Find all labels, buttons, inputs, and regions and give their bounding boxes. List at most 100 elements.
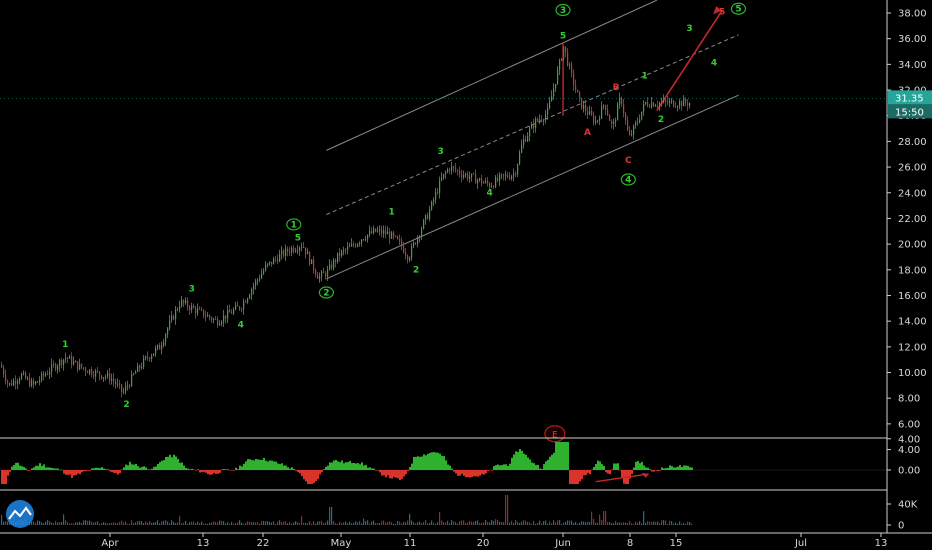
volume-bar — [259, 523, 261, 525]
volume-bar — [499, 521, 501, 525]
candle-body — [401, 240, 403, 247]
volume-bar — [411, 520, 413, 525]
osc-bar — [635, 461, 637, 470]
osc-bar — [397, 470, 399, 479]
osc-bar — [557, 441, 559, 470]
osc-bar — [363, 465, 365, 470]
osc-bar — [205, 470, 207, 473]
volume-bar — [5, 521, 7, 525]
osc-bar — [131, 464, 133, 470]
candle-body — [521, 144, 523, 153]
osc-bar — [453, 470, 455, 472]
volume-bar — [407, 520, 409, 525]
osc-bar — [385, 470, 387, 478]
candle-body — [225, 315, 227, 319]
candle-body — [373, 228, 375, 234]
candle-body — [469, 176, 471, 179]
osc-bar — [333, 460, 335, 470]
candle-body — [531, 124, 533, 129]
y-tick-label: 34.00 — [898, 60, 927, 71]
volume-bar — [341, 523, 343, 525]
osc-bar — [677, 466, 679, 470]
volume-bar — [547, 523, 549, 525]
wave-label: 3 — [189, 285, 195, 295]
osc-bar — [425, 455, 427, 470]
osc-bar — [233, 470, 235, 471]
volume-bar — [689, 521, 691, 525]
osc-bar — [23, 467, 25, 470]
volume-bar — [131, 520, 133, 525]
volume-bar — [409, 513, 411, 525]
osc-bar — [531, 462, 533, 470]
volume-bar — [633, 523, 635, 525]
osc-bar — [497, 464, 499, 470]
volume-bar — [175, 523, 177, 525]
volume-bar — [619, 522, 621, 525]
volume-bar — [367, 520, 369, 525]
candle-body — [227, 309, 229, 319]
candle-body — [41, 373, 43, 381]
volume-bar — [417, 522, 419, 525]
candle-body — [513, 173, 515, 176]
event-marker[interactable]: E — [544, 425, 566, 443]
candle-body — [359, 242, 361, 244]
candle-body — [173, 315, 175, 320]
volume-bar — [393, 523, 395, 525]
volume-bar — [611, 523, 613, 525]
osc-bar — [243, 463, 245, 470]
candle-body — [643, 103, 645, 112]
volume-bar — [301, 516, 303, 525]
osc-bar — [447, 464, 449, 470]
volume-bar — [273, 521, 275, 525]
osc-bar — [461, 470, 463, 474]
volume-bar — [293, 522, 295, 525]
osc-bar — [449, 465, 451, 470]
candle-body — [529, 128, 531, 137]
wave-label-text: 2 — [413, 265, 419, 275]
volume-bar — [435, 523, 437, 525]
volume-bar — [347, 523, 349, 525]
tradingview-logo-icon[interactable] — [6, 500, 34, 528]
osc-bar — [59, 469, 61, 471]
y-tick-label: 18.00 — [898, 265, 927, 276]
volume-bar — [667, 523, 669, 525]
volume-bar — [135, 522, 137, 525]
candle-body — [439, 180, 441, 194]
volume-bar — [181, 523, 183, 525]
osc-bar — [529, 459, 531, 470]
osc-bar — [323, 469, 325, 470]
candle-body — [291, 247, 293, 253]
candle-body — [417, 236, 419, 244]
volume-bar — [521, 521, 523, 525]
candle-body — [449, 169, 451, 171]
candle-body — [229, 309, 231, 313]
osc-bar — [73, 470, 75, 476]
candle-body — [475, 173, 477, 184]
candle-body — [595, 120, 597, 123]
divergence-arrow — [595, 473, 649, 483]
volume-bar — [197, 521, 199, 525]
wave-label: 4 — [620, 173, 636, 186]
osc-bar — [319, 470, 321, 475]
candle-body — [25, 372, 27, 379]
volume-bar — [257, 522, 259, 525]
osc-bar — [655, 470, 657, 471]
wave-label-text: 1 — [389, 208, 395, 218]
y-tick-label: 12.00 — [898, 342, 927, 353]
volume-bar — [665, 520, 667, 525]
volume-bar — [425, 520, 427, 525]
osc-bar — [673, 467, 675, 470]
volume-bar — [213, 521, 215, 525]
volume-bar — [85, 520, 87, 525]
candle-body — [63, 359, 65, 365]
candle-body — [91, 369, 93, 375]
volume-bar — [575, 521, 577, 525]
volume-bar — [391, 522, 393, 525]
candle-body — [583, 105, 585, 109]
osc-bar — [83, 470, 85, 472]
candle-body — [481, 178, 483, 184]
volume-bar — [353, 522, 355, 525]
osc-bar — [609, 470, 611, 475]
candle-body — [567, 52, 569, 66]
candle-body — [61, 359, 63, 365]
